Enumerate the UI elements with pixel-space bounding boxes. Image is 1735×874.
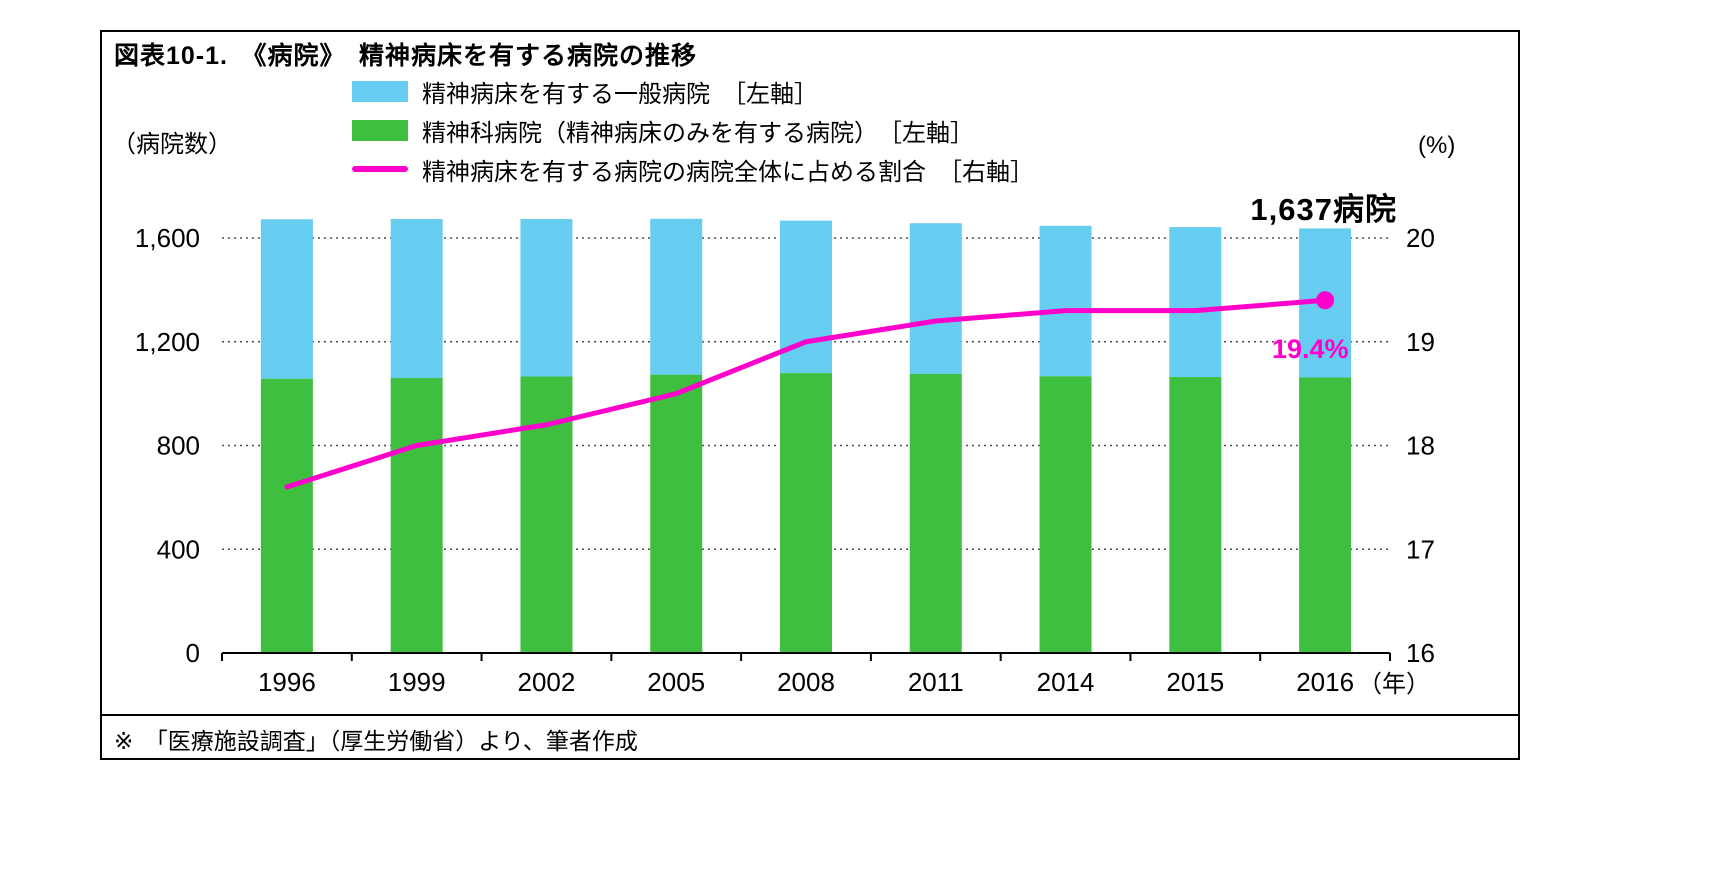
x-tick-label: 2011 <box>908 667 964 697</box>
bar-psychiatric-hospitals <box>1299 377 1352 653</box>
legend-item-general-hospitals: 精神病床を有する一般病院 ［左軸］ <box>352 76 1034 108</box>
right-axis-unit-label: (%) <box>1418 132 1456 159</box>
legend-swatch-blue-bar-icon <box>352 80 408 102</box>
ratio-line <box>284 297 1328 490</box>
annotation-total-hospitals: 1,637病院 <box>1250 192 1397 227</box>
bar-general-hospitals <box>260 219 313 379</box>
legend-item-ratio-line: 精神病床を有する病院の病院全体に占める割合 ［右軸］ <box>352 154 1034 186</box>
chart-legend: 精神病床を有する一般病院 ［左軸］ 精神科病院（精神病床のみを有する病院） ［左… <box>352 76 1034 186</box>
x-tick-label: 2014 <box>1037 667 1095 697</box>
y-left-tick-label: 1,200 <box>135 327 200 357</box>
legend-label: 精神科病院（精神病床のみを有する病院） ［左軸］ <box>422 119 974 147</box>
bar-psychiatric-hospitals <box>650 374 703 653</box>
bar-general-hospitals <box>1039 225 1092 377</box>
bar-psychiatric-hospitals <box>260 378 313 653</box>
ratio-line-end-marker <box>1316 291 1335 310</box>
left-axis-unit-label: （病院数） <box>112 131 232 158</box>
y-left-tick-label: 800 <box>157 431 200 461</box>
annotation-ratio-percent: 19.4% <box>1272 334 1349 364</box>
bar-psychiatric-hospitals <box>909 373 962 653</box>
source-footnote: ※ 「医療施設調査」（厚生労働省）より、筆者作成 <box>114 728 638 754</box>
y-left-tick-label: 400 <box>157 534 200 564</box>
legend-swatch-line-icon <box>352 166 408 172</box>
y-right-tick-label: 19 <box>1406 327 1435 357</box>
bar-general-hospitals <box>390 219 443 379</box>
x-tick-label: 2015 <box>1166 667 1224 697</box>
y-left-tick-label: 0 <box>186 638 200 668</box>
footnote-divider <box>102 714 1520 716</box>
bar-general-hospitals <box>520 219 573 377</box>
x-tick-label: 2002 <box>518 667 576 697</box>
bar-general-hospitals <box>909 223 962 374</box>
bar-general-hospitals <box>650 218 703 375</box>
bar-psychiatric-hospitals <box>390 378 443 653</box>
legend-item-psychiatric-hospitals: 精神科病院（精神病床のみを有する病院） ［左軸］ <box>352 115 1034 147</box>
x-axis-unit-label: （年） <box>1358 671 1430 698</box>
x-tick-label: 2016 <box>1296 667 1354 697</box>
bar-psychiatric-hospitals <box>780 373 832 653</box>
x-tick-label: 1999 <box>388 667 446 697</box>
y-right-tick-label: 16 <box>1406 638 1435 668</box>
bar-psychiatric-hospitals <box>1169 377 1222 653</box>
x-tick-label: 2005 <box>647 667 705 697</box>
y-left-tick-label: 1,600 <box>135 223 200 253</box>
y-right-tick-label: 20 <box>1406 223 1435 253</box>
legend-label: 精神病床を有する病院の病院全体に占める割合 ［右軸］ <box>422 158 1034 186</box>
y-right-tick-label: 18 <box>1406 431 1435 461</box>
y-right-tick-label: 17 <box>1406 534 1435 564</box>
bar-psychiatric-hospitals <box>1039 376 1092 653</box>
legend-swatch-green-bar-icon <box>352 119 408 141</box>
x-tick-label: 2008 <box>777 667 835 697</box>
legend-label: 精神病床を有する一般病院 ［左軸］ <box>422 80 818 108</box>
x-tick-label: 1996 <box>258 667 316 697</box>
figure-title: 図表10-1. 《病院》 精神病床を有する病院の推移 <box>114 42 697 70</box>
bar-general-hospitals <box>1169 227 1222 378</box>
